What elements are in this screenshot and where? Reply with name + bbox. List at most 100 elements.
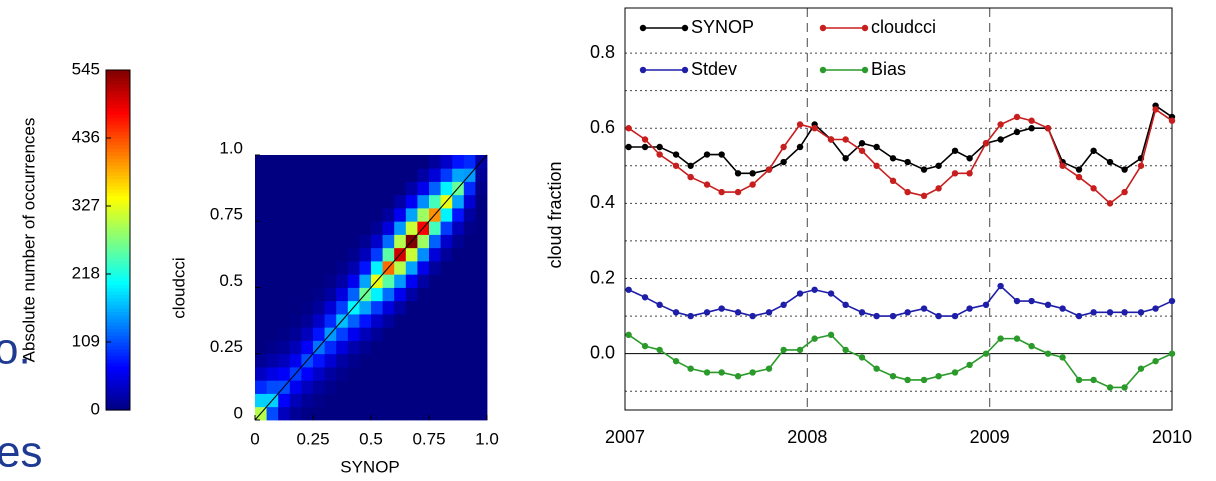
colorbar-segment xyxy=(106,73,130,78)
y-tick-label: 1.0 xyxy=(219,138,243,157)
heatmap-cell xyxy=(440,353,453,368)
heatmap-cell xyxy=(301,300,314,315)
heatmap-cell xyxy=(371,380,383,394)
heatmap-cell xyxy=(313,168,325,182)
data-point xyxy=(1106,200,1114,207)
heatmap-cell xyxy=(475,406,488,421)
data-point xyxy=(1090,309,1097,316)
data-point xyxy=(1106,384,1114,391)
data-point xyxy=(904,376,911,384)
y-tick-label: 0.5 xyxy=(219,271,243,290)
heatmap-cell xyxy=(266,221,279,235)
heatmap-cell xyxy=(347,261,360,275)
heatmap-cell xyxy=(359,406,372,421)
colorbar-segment xyxy=(106,311,130,316)
heatmap-cell xyxy=(347,274,360,288)
heatmap-cell xyxy=(452,327,465,341)
colorbar-segment xyxy=(106,396,130,401)
heatmap-cell xyxy=(359,221,372,235)
data-point xyxy=(1090,147,1097,154)
data-point xyxy=(703,309,711,316)
heatmap-cell xyxy=(313,194,325,209)
heatmap-cell xyxy=(289,380,302,394)
colorbar-segment xyxy=(106,365,130,370)
heatmap-cell xyxy=(463,367,476,381)
heatmap-cell xyxy=(336,406,349,421)
colorbar-tick-label: 218 xyxy=(72,263,100,282)
heatmap-cell xyxy=(313,221,325,235)
legend-label: Bias xyxy=(871,59,906,79)
heatmap-cell xyxy=(359,181,372,196)
heatmap-cell xyxy=(255,393,267,408)
heatmap-cell xyxy=(394,314,407,328)
heatmap-cell xyxy=(347,194,360,209)
heatmap-cell xyxy=(266,181,279,196)
colorbar-segment xyxy=(106,151,130,156)
heatmap-cell xyxy=(278,327,291,341)
colorbar-segment xyxy=(106,240,130,244)
heatmap-cell xyxy=(405,181,418,196)
heatmap-cell xyxy=(255,168,267,182)
series-line xyxy=(628,104,1173,175)
colorbar-segment xyxy=(106,229,130,234)
data-point xyxy=(656,151,663,158)
colorbar-tick-label: 327 xyxy=(72,195,100,214)
colorbar-segment xyxy=(106,165,130,170)
data-point xyxy=(672,357,680,365)
heatmap-cell xyxy=(440,300,453,315)
colorbar-segment xyxy=(106,134,130,139)
colorbar-segment xyxy=(106,372,130,377)
colorbar-label: Absolute number of occurrences xyxy=(19,118,38,363)
heatmap-cell xyxy=(475,353,488,368)
heatmap-cell xyxy=(405,287,418,302)
heatmap-cell xyxy=(324,300,337,315)
heatmap-cell xyxy=(313,314,325,328)
data-point xyxy=(1075,173,1083,181)
heatmap-cell xyxy=(266,300,279,315)
heatmap-cell xyxy=(255,287,267,302)
data-point xyxy=(935,312,942,320)
colorbar-segment xyxy=(106,158,130,163)
heatmap-cell xyxy=(359,393,372,408)
data-point xyxy=(1121,384,1128,391)
data-point xyxy=(718,369,725,376)
data-point xyxy=(1152,106,1159,113)
heatmap-cell xyxy=(347,380,360,394)
heatmap-cell xyxy=(405,155,418,169)
heatmap-cell xyxy=(359,300,372,315)
heatmap-cell xyxy=(417,380,430,394)
y-tick-label: 0.75 xyxy=(210,205,243,224)
heatmap-cell xyxy=(289,287,302,302)
heatmap-cell xyxy=(347,234,360,249)
colorbar-segment xyxy=(106,304,130,309)
colorbar-segment xyxy=(106,270,130,275)
heatmap-cell xyxy=(394,274,407,288)
heatmap-cell xyxy=(278,287,291,302)
y-tick-label: 0.6 xyxy=(590,117,615,137)
heatmap-cell xyxy=(359,261,372,275)
heatmap-cell xyxy=(417,274,430,288)
data-point xyxy=(1106,158,1114,166)
heatmap-cell xyxy=(347,287,360,302)
x-tick-label: 0.5 xyxy=(359,429,383,448)
heatmap-cell xyxy=(382,234,395,249)
heatmap-cell xyxy=(266,406,279,421)
data-point xyxy=(935,162,942,169)
heatmap-cell xyxy=(463,300,476,315)
heatmap-cell xyxy=(475,194,488,209)
data-point xyxy=(641,342,649,350)
colorbar-segment xyxy=(106,107,130,112)
heatmap-cell xyxy=(429,181,441,196)
heatmap-cell xyxy=(452,340,465,355)
heatmap-cell xyxy=(452,194,465,209)
heatmap-cell xyxy=(255,300,267,315)
heatmap-cell xyxy=(266,287,279,302)
data-point xyxy=(656,301,663,309)
heatmap-cell xyxy=(336,247,349,262)
data-point xyxy=(811,335,818,342)
legend-marker xyxy=(819,66,827,74)
heatmap-cell xyxy=(382,327,395,341)
legend-marker xyxy=(819,24,827,32)
heatmap-cell xyxy=(336,194,349,209)
